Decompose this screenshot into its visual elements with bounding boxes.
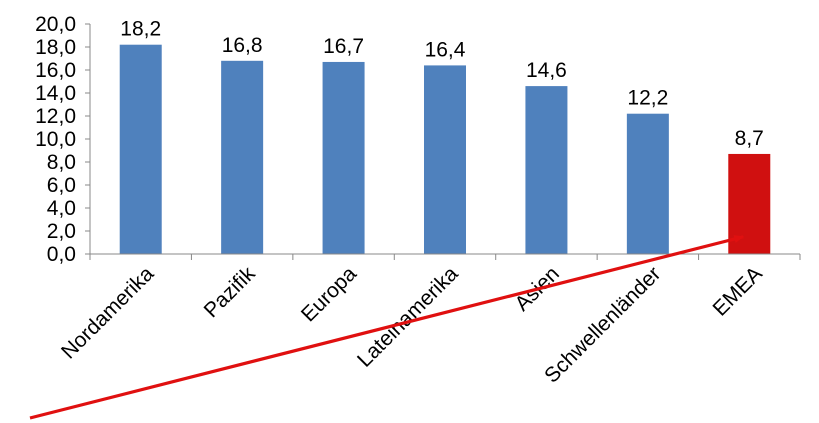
x-category-label-emea: EMEA [708,262,766,320]
y-tick-label: 0,0 [47,243,76,266]
bar-nordamerika [119,44,162,255]
y-tick-label: 16,0 [35,59,76,82]
bar-schwellenländer [626,113,669,254]
y-tick-label: 12,0 [35,105,76,128]
y-tick-label: 2,0 [47,220,76,243]
x-category-label-europa: Europa [297,262,361,326]
data-label-schwellenländer: 12,2 [627,87,668,110]
y-axis-tick-labels: 0,02,04,06,08,010,012,014,016,018,020,0 [35,13,76,266]
bar-europa [322,61,365,255]
y-tick-label: 18,0 [35,36,76,59]
y-tick-label: 4,0 [47,197,76,220]
y-tick-label: 8,0 [47,151,76,174]
data-label-lateinamerika: 16,4 [425,38,466,61]
y-tick-label: 6,0 [47,174,76,197]
x-category-label-pazifik: Pazifik [200,262,260,322]
y-tick-label: 10,0 [35,128,76,151]
bars [119,44,771,255]
annotation-arrow [29,235,745,420]
bar-asien [525,86,568,254]
data-label-emea: 8,7 [735,127,764,150]
x-category-label-nordamerika: Nordamerika [57,262,158,363]
data-label-asien: 14,6 [526,59,567,82]
y-tick-label: 20,0 [35,13,76,36]
data-label-nordamerika: 18,2 [120,18,161,41]
bar-lateinamerika [424,65,466,255]
data-labels: 18,2 16,8 16,7 16,4 14,6 12,2 8,7 [120,18,764,150]
data-label-pazifik: 16,8 [222,34,263,57]
x-axis [89,253,801,260]
data-label-europa: 16,7 [323,35,364,58]
y-axis [85,23,91,255]
annotation-arrow-group [29,235,745,420]
x-category-label-lateinamerika: Lateinamerika [353,262,463,372]
x-axis-category-labels: NordamerikaPazifikEuropaLateinamerikaAsi… [57,262,767,388]
y-tick-label: 14,0 [35,82,76,105]
bar-pazifik [221,60,264,254]
